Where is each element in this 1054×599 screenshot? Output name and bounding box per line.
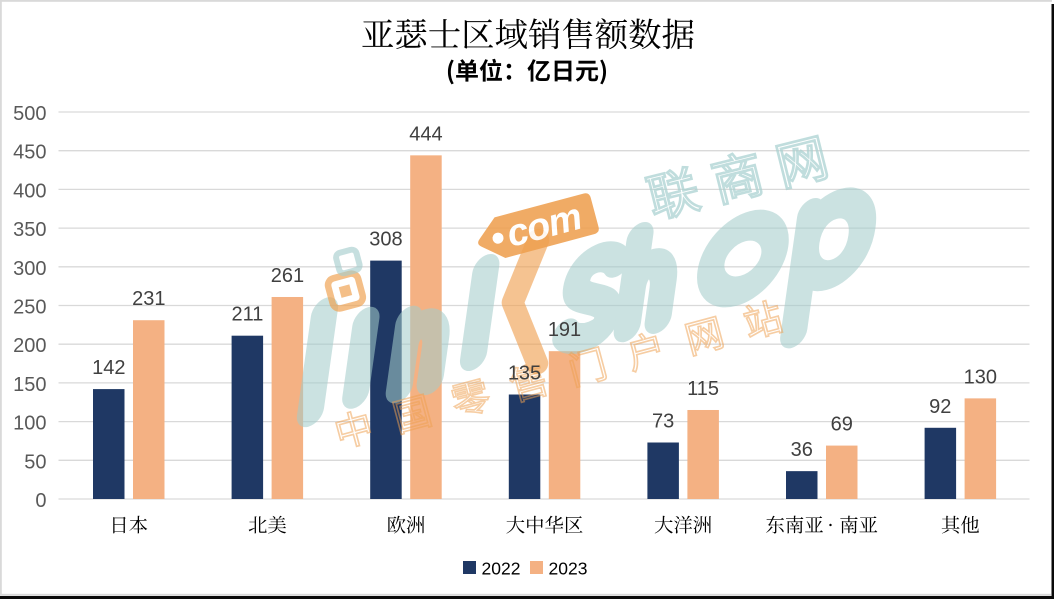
svg-text:150: 150 — [13, 374, 46, 396]
svg-text:115: 115 — [687, 378, 719, 400]
svg-text:400: 400 — [13, 180, 46, 202]
svg-text:36: 36 — [791, 439, 813, 461]
svg-text:92: 92 — [929, 396, 951, 418]
svg-text:100: 100 — [13, 413, 46, 435]
svg-text:444: 444 — [409, 123, 442, 145]
svg-text:450: 450 — [13, 142, 46, 164]
svg-text:250: 250 — [13, 297, 46, 319]
svg-text:500: 500 — [13, 103, 46, 125]
svg-text:300: 300 — [13, 258, 46, 280]
svg-text:261: 261 — [271, 265, 304, 287]
svg-text:211: 211 — [231, 304, 263, 326]
svg-text:231: 231 — [132, 288, 165, 310]
svg-text:2023: 2023 — [549, 559, 588, 579]
svg-text:50: 50 — [24, 451, 46, 473]
svg-text:350: 350 — [13, 219, 46, 241]
svg-text:130: 130 — [964, 366, 997, 388]
svg-text:73: 73 — [652, 411, 674, 433]
svg-text:142: 142 — [92, 357, 125, 379]
svg-text:308: 308 — [369, 229, 402, 251]
svg-text:191: 191 — [548, 319, 581, 341]
svg-text:2022: 2022 — [482, 559, 521, 579]
svg-text:0: 0 — [35, 490, 46, 512]
svg-text:200: 200 — [13, 335, 46, 357]
svg-text:135: 135 — [508, 363, 541, 385]
svg-text:69: 69 — [831, 414, 853, 436]
